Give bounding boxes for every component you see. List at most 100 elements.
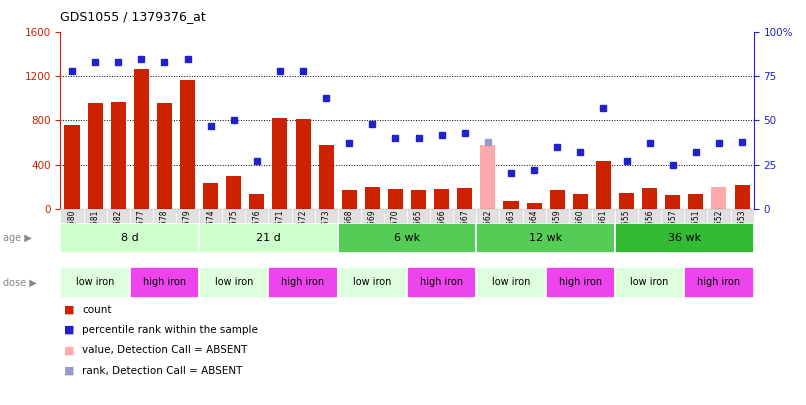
Text: 8 d: 8 d: [121, 233, 139, 243]
Text: percentile rank within the sample: percentile rank within the sample: [82, 325, 258, 335]
Bar: [338, 209, 361, 223]
Bar: [546, 267, 615, 298]
Text: GSM33575: GSM33575: [229, 209, 239, 251]
Text: GSM33556: GSM33556: [645, 209, 654, 251]
Bar: [222, 209, 245, 223]
Bar: [411, 190, 426, 209]
Text: high iron: high iron: [559, 277, 602, 288]
Text: GSM33564: GSM33564: [530, 209, 538, 251]
Bar: [203, 183, 218, 209]
Text: GSM33576: GSM33576: [252, 209, 261, 251]
Text: GSM33559: GSM33559: [553, 209, 562, 251]
Text: GSM33566: GSM33566: [437, 209, 447, 251]
Bar: [268, 209, 292, 223]
Bar: [134, 69, 149, 209]
Text: GSM33572: GSM33572: [298, 209, 308, 251]
Text: GSM33580: GSM33580: [68, 209, 77, 251]
Bar: [480, 145, 496, 209]
Text: high iron: high iron: [420, 277, 463, 288]
Bar: [592, 209, 615, 223]
Text: high iron: high iron: [281, 277, 325, 288]
Bar: [384, 209, 407, 223]
Text: low iron: low iron: [353, 277, 392, 288]
Text: GDS1055 / 1379376_at: GDS1055 / 1379376_at: [60, 10, 206, 23]
Bar: [476, 267, 546, 298]
Text: GSM33578: GSM33578: [160, 209, 169, 251]
Bar: [476, 209, 500, 223]
Text: count: count: [82, 305, 112, 315]
Text: ■: ■: [64, 305, 75, 315]
Bar: [199, 267, 268, 298]
Text: GSM33569: GSM33569: [368, 209, 377, 251]
Bar: [615, 209, 638, 223]
Bar: [615, 267, 684, 298]
Bar: [60, 209, 84, 223]
Bar: [688, 194, 704, 209]
Text: GSM33567: GSM33567: [460, 209, 469, 251]
Bar: [153, 209, 176, 223]
Bar: [361, 209, 384, 223]
Bar: [84, 209, 106, 223]
Bar: [546, 209, 569, 223]
Text: high iron: high iron: [143, 277, 186, 288]
Bar: [106, 209, 130, 223]
Bar: [665, 195, 680, 209]
Bar: [130, 209, 153, 223]
Bar: [407, 267, 476, 298]
Bar: [249, 194, 264, 209]
Bar: [684, 209, 708, 223]
Bar: [522, 209, 546, 223]
Bar: [504, 201, 518, 209]
Text: age ▶: age ▶: [3, 233, 32, 243]
Text: 12 wk: 12 wk: [529, 233, 563, 243]
Text: GSM33557: GSM33557: [668, 209, 677, 251]
Text: value, Detection Call = ABSENT: value, Detection Call = ABSENT: [82, 345, 247, 355]
Bar: [642, 188, 657, 209]
Text: GSM33553: GSM33553: [737, 209, 746, 251]
Text: 6 wk: 6 wk: [394, 233, 420, 243]
Bar: [342, 190, 357, 209]
Text: GSM33555: GSM33555: [622, 209, 631, 251]
Text: GSM33579: GSM33579: [183, 209, 192, 251]
Text: GSM33581: GSM33581: [90, 209, 100, 251]
Bar: [226, 175, 241, 209]
Text: GSM33551: GSM33551: [692, 209, 700, 251]
Bar: [314, 209, 338, 223]
Text: GSM33560: GSM33560: [575, 209, 585, 251]
Bar: [730, 209, 754, 223]
Text: ■: ■: [64, 325, 75, 335]
Text: 21 d: 21 d: [256, 233, 280, 243]
Bar: [60, 267, 130, 298]
Bar: [199, 209, 222, 223]
Bar: [180, 80, 195, 209]
Bar: [157, 103, 172, 209]
Bar: [712, 187, 726, 209]
Bar: [110, 102, 126, 209]
Bar: [407, 209, 430, 223]
Text: GSM33565: GSM33565: [414, 209, 423, 251]
Bar: [453, 209, 476, 223]
Bar: [296, 119, 310, 209]
Bar: [388, 189, 403, 209]
Bar: [272, 118, 288, 209]
Text: GSM33552: GSM33552: [714, 209, 724, 251]
Bar: [338, 267, 407, 298]
Bar: [176, 209, 199, 223]
Text: GSM33574: GSM33574: [206, 209, 215, 251]
Text: ■: ■: [64, 345, 75, 355]
Bar: [708, 209, 730, 223]
Text: GSM33563: GSM33563: [506, 209, 516, 251]
Bar: [365, 187, 380, 209]
Text: low iron: low iron: [492, 277, 530, 288]
Bar: [569, 209, 592, 223]
Text: GSM33582: GSM33582: [114, 209, 123, 251]
Bar: [245, 209, 268, 223]
Text: dose ▶: dose ▶: [3, 277, 37, 288]
Bar: [638, 209, 661, 223]
Text: GSM33570: GSM33570: [391, 209, 400, 251]
Bar: [268, 267, 338, 298]
Bar: [573, 194, 588, 209]
Text: GSM33561: GSM33561: [599, 209, 608, 251]
Bar: [500, 209, 522, 223]
Bar: [60, 223, 199, 253]
